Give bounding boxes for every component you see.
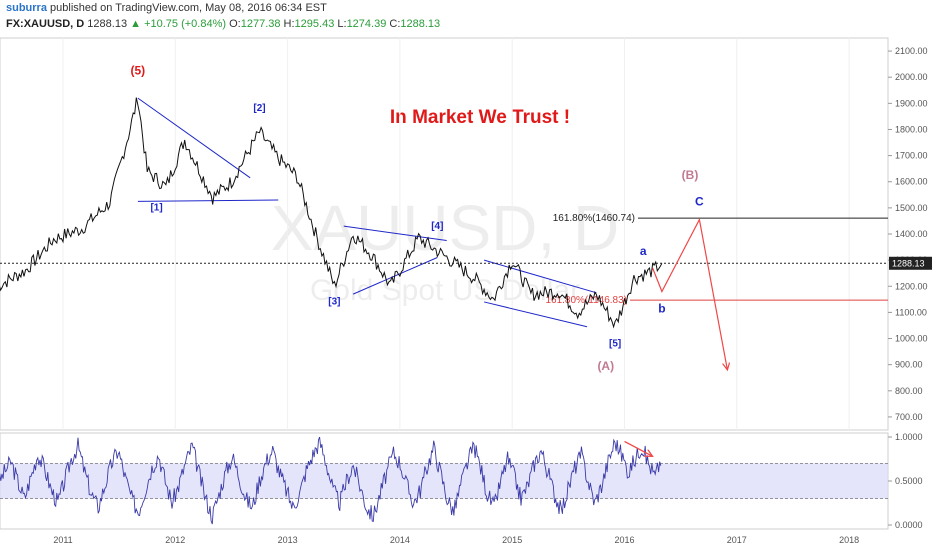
oscillator-axis[interactable]: 0.0000 0.5000 1.0000	[888, 432, 923, 530]
published-text: published on TradingView.com, May 08, 20…	[50, 2, 327, 14]
projection-arrows	[652, 217, 728, 370]
price-pane[interactable]: XAUUSD, D Gold Spot US Dollar In Market …	[0, 37, 889, 431]
oscillator-pane[interactable]	[0, 432, 889, 530]
y-tick-label: 1100.00	[895, 307, 927, 317]
y-tick-label: 1600.00	[895, 177, 928, 187]
price-series-line	[0, 97, 663, 329]
trendline	[484, 301, 588, 328]
y-tick-label: 900.00	[895, 360, 923, 370]
x-tick-label: 2016	[614, 535, 634, 545]
close-value: 1288.13	[400, 18, 441, 30]
trendline	[137, 199, 279, 202]
wave-labels: (5) [1] [2] [3] [4] [5] (A) a b C (B)	[131, 64, 704, 373]
x-tick-label: 2017	[727, 535, 747, 545]
wave-label: [2]	[253, 103, 265, 114]
x-tick-label: 2018	[839, 535, 859, 545]
high-value: 1295.43	[294, 18, 335, 30]
watermark-symbol: XAUUSD, D	[271, 192, 620, 264]
y-tick-label: 1900.00	[895, 98, 928, 108]
ohlc-legend: FX:XAUUSD, D 1288.13 ▲ +10.75 (+0.84%) O…	[6, 18, 440, 30]
oscillator-arrow	[624, 440, 653, 456]
close-label: C:	[389, 18, 401, 30]
last-price-tag: 1288.13	[889, 256, 932, 270]
y-tick-label: 800.00	[895, 386, 923, 396]
wave-label: [1]	[150, 202, 162, 213]
rsi-tick-label: 0.0000	[895, 520, 923, 530]
high-label: H:	[283, 18, 295, 30]
headline-annotation: In Market We Trust !	[390, 107, 570, 128]
wave-label: [4]	[431, 221, 443, 232]
trendline	[352, 257, 438, 295]
rsi-tick-label: 1.0000	[895, 432, 923, 442]
author-name[interactable]: suburra	[6, 2, 47, 14]
last-price: 1288.13	[87, 18, 128, 30]
oscillator-line	[0, 436, 662, 525]
low-label: L:	[337, 18, 347, 30]
change-value: +10.75 (+0.84%)	[144, 18, 227, 30]
y-tick-label: 1500.00	[895, 203, 928, 213]
y-tick-label: 1800.00	[895, 124, 928, 134]
y-tick-label: 2000.00	[895, 72, 928, 82]
trendline	[137, 97, 251, 179]
wave-label: [5]	[609, 338, 621, 349]
x-tick-label: 2011	[53, 535, 72, 545]
wave-label: (A)	[597, 359, 614, 373]
trendline	[343, 225, 447, 242]
watermark-name: Gold Spot US Dollar	[310, 274, 580, 307]
x-tick-label: 2013	[278, 535, 298, 545]
up-triangle-icon: ▲	[130, 18, 142, 30]
rsi-tick-label: 0.5000	[895, 476, 923, 486]
y-tick-label: 700.00	[895, 412, 923, 422]
price-pane-frame	[0, 37, 889, 431]
wave-label: (B)	[682, 168, 699, 182]
price-axis[interactable]: 700.00 800.00 900.00 1000.00 1100.00 1200.00 1…	[888, 46, 928, 422]
time-axis[interactable]: 2011 2012 2013 2014 2015 2016 2017 2018	[53, 535, 859, 545]
last-price-tag-bg	[889, 256, 932, 270]
wave-label: (5)	[131, 64, 146, 78]
y-tick-label: 1400.00	[895, 229, 928, 239]
last-price-tag-text: 1288.13	[892, 258, 925, 268]
x-tick-label: 2012	[165, 535, 185, 545]
wave-label: b	[658, 301, 665, 315]
open-value: 1277.38	[240, 18, 281, 30]
wave-label: C	[695, 194, 704, 208]
wave-label: a	[640, 244, 647, 258]
y-tick-label: 1000.00	[895, 334, 928, 344]
publish-info: suburra published on TradingView.com, Ma…	[6, 2, 327, 14]
open-label: O:	[229, 18, 241, 30]
trendlines	[137, 97, 597, 328]
low-value: 1274.39	[346, 18, 387, 30]
x-tick-label: 2014	[390, 535, 410, 545]
fib-level-label: 161.80%(1460.74)	[553, 213, 635, 224]
oscillator-band	[0, 463, 888, 499]
wave-label: [3]	[328, 297, 340, 308]
x-tick-label: 2015	[502, 535, 522, 545]
y-tick-label: 1700.00	[895, 151, 928, 161]
y-tick-label: 1200.00	[895, 281, 928, 291]
y-tick-label: 2100.00	[895, 46, 928, 56]
trendline	[483, 259, 597, 294]
symbol-label: FX:XAUUSD, D	[6, 18, 85, 30]
